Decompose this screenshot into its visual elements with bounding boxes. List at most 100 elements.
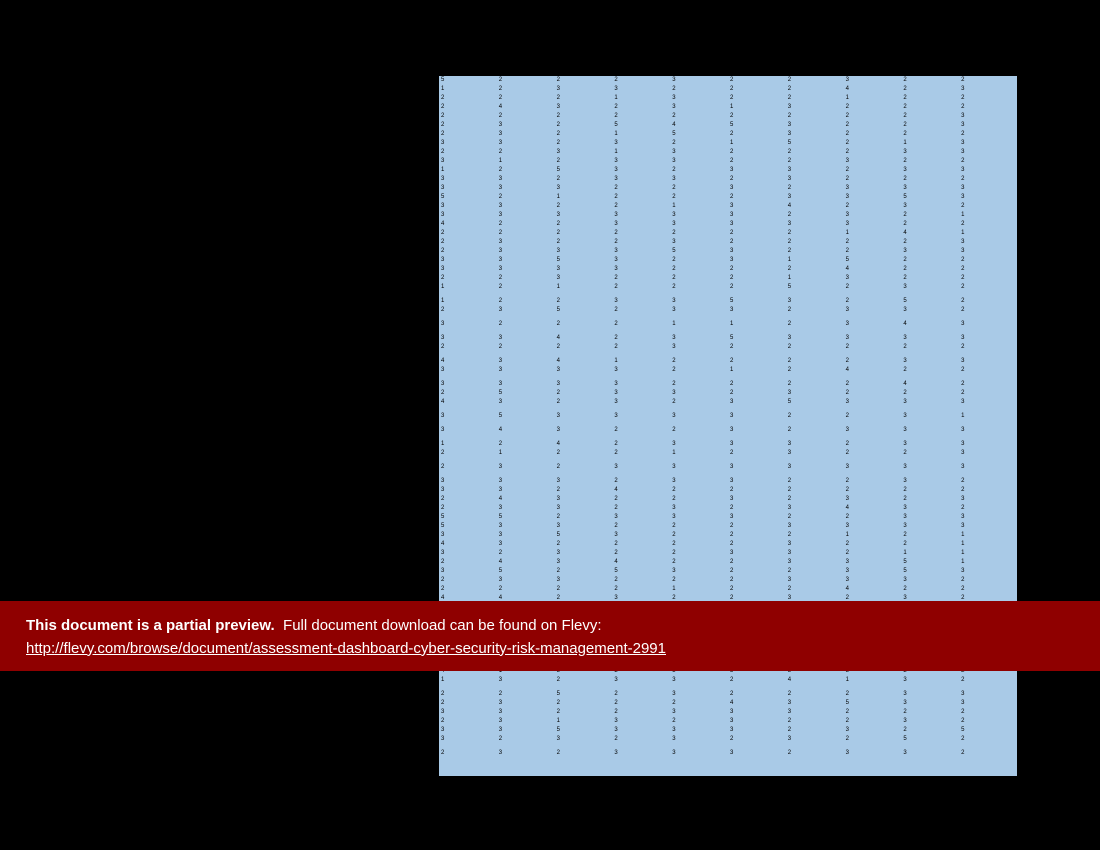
cell: 3: [786, 558, 844, 567]
cell: 2: [959, 749, 1017, 758]
cell: 3: [959, 449, 1017, 458]
cell: 3: [844, 334, 902, 343]
cell: 1: [497, 157, 555, 166]
cell: 2: [497, 166, 555, 175]
cell: 2: [728, 76, 786, 85]
cell: 2: [497, 112, 555, 121]
cell: 3: [612, 256, 670, 265]
banner-link[interactable]: http://flevy.com/browse/document/assessm…: [26, 640, 666, 657]
cell: 3: [844, 749, 902, 758]
cell: 5: [497, 513, 555, 522]
cell: 1: [670, 585, 728, 594]
cell: 3: [612, 139, 670, 148]
table-row: 2322322223: [439, 238, 1017, 247]
cell: 2: [728, 585, 786, 594]
cell: 3: [728, 426, 786, 435]
cell: 3: [728, 513, 786, 522]
table-row: 2523323222: [439, 389, 1017, 398]
cell: 4: [844, 85, 902, 94]
cell: 2: [497, 690, 555, 699]
cell: 3: [901, 166, 959, 175]
table-row: 3123322322: [439, 157, 1017, 166]
cell: 3: [497, 256, 555, 265]
cell: 2: [612, 112, 670, 121]
cell: 5: [612, 567, 670, 576]
table-row: 2232221322: [439, 274, 1017, 283]
cell: 3: [670, 735, 728, 744]
cell: 3: [555, 549, 613, 558]
cell: 2: [670, 283, 728, 292]
cell: 3: [670, 334, 728, 343]
cell: 3: [670, 726, 728, 735]
table-row: 5212223353: [439, 193, 1017, 202]
cell: 3: [497, 708, 555, 717]
cell: 3: [670, 412, 728, 421]
cell: 1: [555, 283, 613, 292]
cell: 3: [439, 184, 497, 193]
cell: 4: [786, 676, 844, 685]
cell: 2: [555, 320, 613, 329]
cell: 2: [612, 576, 670, 585]
cell: 2: [728, 343, 786, 352]
cell: 2: [786, 357, 844, 366]
table-row: 2332223332: [439, 576, 1017, 585]
cell: 2: [959, 265, 1017, 274]
cell: 3: [844, 320, 902, 329]
cell: 2: [786, 306, 844, 315]
cell: 2: [959, 76, 1017, 85]
cell: 3: [555, 103, 613, 112]
cell: 2: [728, 112, 786, 121]
cell: 3: [497, 522, 555, 531]
table-row: 3432232333: [439, 426, 1017, 435]
cell: 3: [612, 513, 670, 522]
table-row: 3333222242: [439, 380, 1017, 389]
cell: 3: [439, 735, 497, 744]
table-row: 1253233233: [439, 166, 1017, 175]
cell: 3: [670, 708, 728, 717]
table-row: 5332223333: [439, 522, 1017, 531]
cell: 2: [728, 567, 786, 576]
cell: 3: [497, 211, 555, 220]
cell: 2: [497, 229, 555, 238]
cell: 3: [497, 531, 555, 540]
cell: 2: [439, 389, 497, 398]
cell: 3: [555, 380, 613, 389]
cell: 3: [612, 726, 670, 735]
cell: 3: [844, 426, 902, 435]
cell: 2: [670, 426, 728, 435]
cell: 3: [612, 166, 670, 175]
cell: 2: [728, 504, 786, 513]
cell: 3: [901, 426, 959, 435]
cell: 4: [439, 398, 497, 407]
cell: 2: [959, 366, 1017, 375]
cell: 3: [670, 157, 728, 166]
cell: 3: [497, 676, 555, 685]
cell: 2: [555, 708, 613, 717]
cell: 3: [670, 297, 728, 306]
cell: 2: [439, 495, 497, 504]
cell: 3: [786, 735, 844, 744]
table-row: 2222222223: [439, 112, 1017, 121]
cell: 3: [844, 220, 902, 229]
cell: 3: [901, 676, 959, 685]
cell: 3: [612, 220, 670, 229]
cell: 1: [959, 211, 1017, 220]
cell: 1: [612, 357, 670, 366]
table-row: 2332323432: [439, 504, 1017, 513]
cell: 3: [959, 139, 1017, 148]
table-row: 2313232232: [439, 717, 1017, 726]
table-row: 3222112343: [439, 320, 1017, 329]
cell: 3: [786, 103, 844, 112]
cell: 5: [612, 121, 670, 130]
cell: 2: [959, 717, 1017, 726]
cell: 3: [728, 708, 786, 717]
cell: 3: [844, 398, 902, 407]
cell: 2: [497, 85, 555, 94]
cell: 2: [612, 238, 670, 247]
cell: 3: [555, 426, 613, 435]
cell: 3: [497, 357, 555, 366]
cell: 2: [612, 708, 670, 717]
cell: 1: [728, 320, 786, 329]
cell: 3: [555, 274, 613, 283]
cell: 2: [844, 380, 902, 389]
